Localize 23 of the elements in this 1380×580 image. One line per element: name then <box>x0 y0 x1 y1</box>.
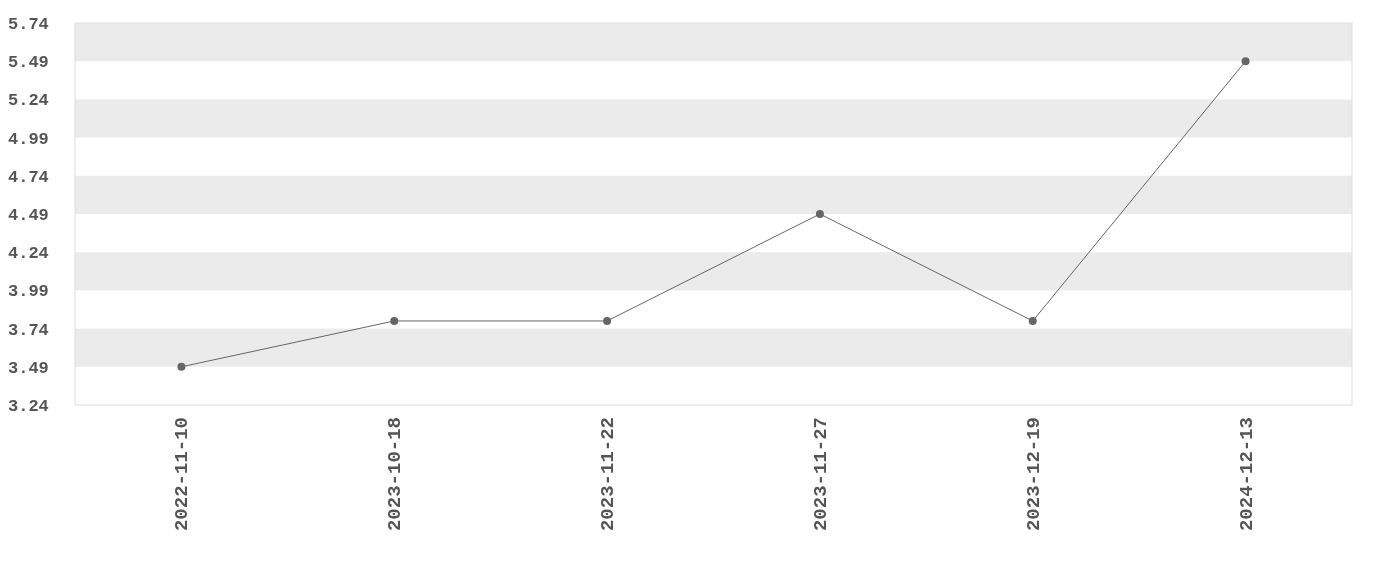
y-tick-label: 4.99 <box>8 129 49 149</box>
x-tick-label: 2023-11-22 <box>597 417 620 532</box>
y-tick-label: 3.99 <box>8 282 49 302</box>
point <box>1028 316 1037 325</box>
x-tick-label: 2023-10-18 <box>384 417 407 532</box>
y-tick-label: 4.74 <box>8 167 49 187</box>
point <box>815 210 824 218</box>
y-tick-label: 4.49 <box>8 205 49 225</box>
y-tick-label: 3.24 <box>8 396 49 416</box>
x-tick-label: 2023-11-27 <box>809 417 832 532</box>
point <box>603 316 612 325</box>
y-tick-label: 3.49 <box>8 358 49 378</box>
point <box>1241 57 1250 66</box>
point <box>390 316 399 325</box>
x-tick-label: 2023-12-19 <box>1022 417 1045 532</box>
point <box>177 362 186 371</box>
x-tick-label: 2022-11-10 <box>171 417 194 532</box>
y-tick-label: 5.24 <box>8 91 49 111</box>
y-tick-label: 5.49 <box>8 53 49 73</box>
y-tick-label: 3.74 <box>8 320 49 340</box>
x-tick-label: 2024-12-13 <box>1235 417 1258 532</box>
y-tick-label: 4.24 <box>8 244 49 264</box>
y-tick-label: 5.74 <box>8 14 49 34</box>
